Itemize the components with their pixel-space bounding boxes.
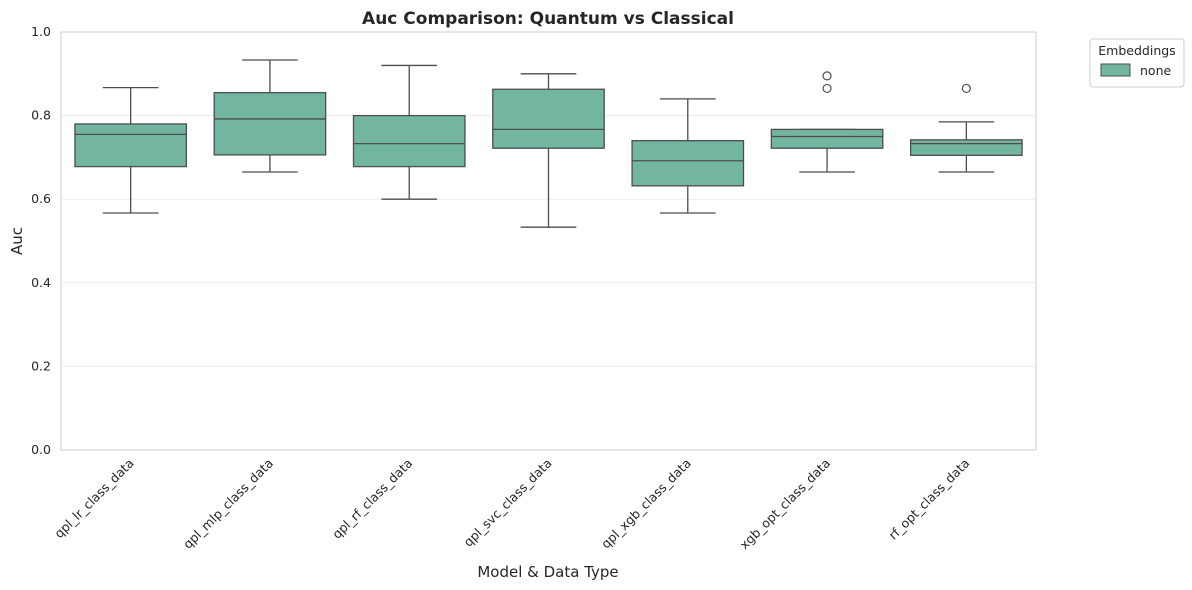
box-qpl_lr_class_data <box>74 86 188 214</box>
box-qpl_xgb_class_data <box>631 98 745 214</box>
legend-title: Embeddings <box>1098 43 1175 58</box>
outlier-point <box>961 83 971 94</box>
y-tick-label: 0.2 <box>31 358 51 373</box>
x-tick-label: qpl_xgb_class_data <box>598 456 694 552</box>
box-body <box>492 88 605 149</box>
y-axis-label: Auc <box>8 227 26 255</box>
box-qpl_svc_class_data <box>492 73 605 228</box>
legend-entry-none: none <box>1140 63 1171 78</box>
chart-title: Auc Comparison: Quantum vs Classical <box>362 9 734 29</box>
box-qpl_rf_class_data <box>352 64 466 200</box>
x-tick-labels: qpl_lr_class_data qpl_mlp_class_data qpl_r… <box>51 456 972 553</box>
y-tick-label: 0.8 <box>31 108 51 123</box>
x-axis-label: Model & Data Type <box>477 563 618 581</box>
outlier-point <box>822 71 832 81</box>
box-body <box>213 91 327 156</box>
box-body <box>74 123 188 168</box>
boxes-group <box>74 59 1023 228</box>
x-tick-label: rf_opt_class_data <box>886 456 973 543</box>
box-body <box>909 139 1023 156</box>
outlier-point <box>822 83 832 94</box>
y-tick-label: 0.6 <box>31 191 51 206</box>
box-body <box>770 128 884 149</box>
box-xgb_opt_class_data <box>770 71 884 173</box>
box-body <box>631 140 745 187</box>
x-tick-label: qpl_lr_class_data <box>51 456 136 541</box>
legend: Embeddings none <box>1089 38 1185 88</box>
x-tick-label: qpl_rf_class_data <box>329 456 415 542</box>
box-qpl_mlp_class_data <box>213 59 327 173</box>
y-tick-label: 0.0 <box>31 442 51 457</box>
box-rf_opt_class_data <box>909 83 1023 173</box>
y-tick-labels: 0.0 0.2 0.4 0.6 0.8 1.0 <box>31 24 51 457</box>
y-tick-label: 0.4 <box>31 275 51 290</box>
x-tick-label: qpl_mlp_class_data <box>180 456 276 552</box>
x-tick-label: xgb_opt_class_data <box>737 456 834 553</box>
y-tick-label: 1.0 <box>31 24 51 39</box>
box-body <box>352 114 466 168</box>
x-tick-label: qpl_svc_class_data <box>461 456 555 550</box>
legend-swatch <box>1100 63 1131 77</box>
